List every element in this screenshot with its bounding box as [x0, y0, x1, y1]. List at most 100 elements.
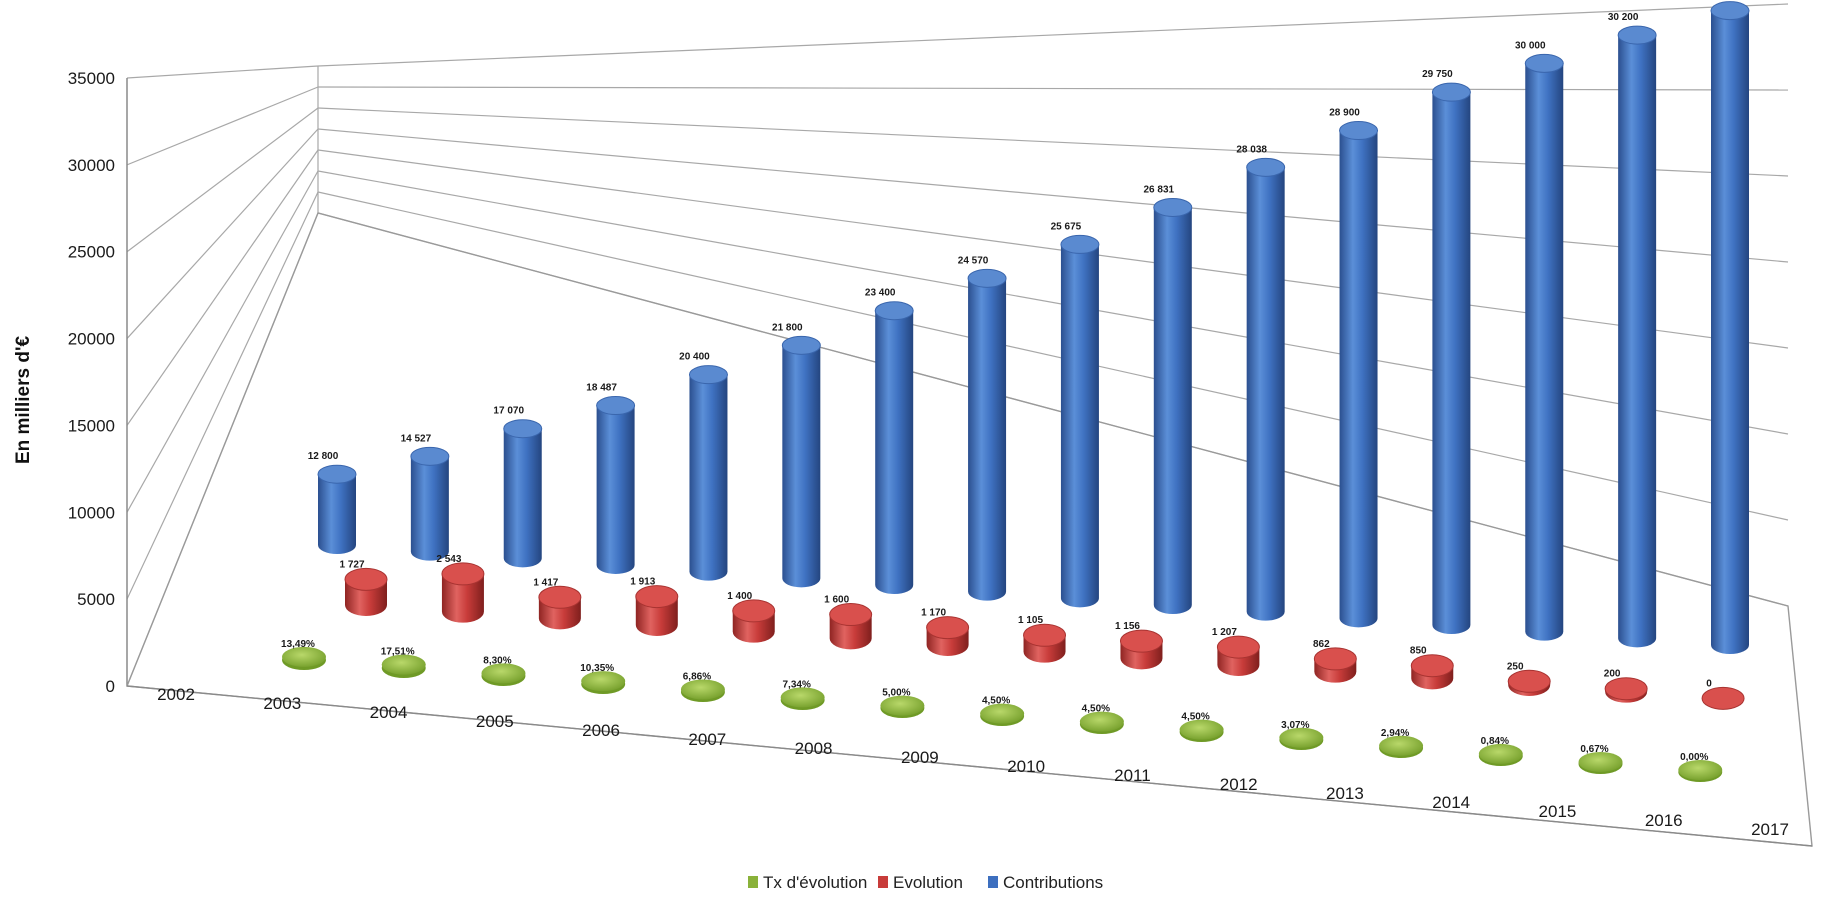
evolution-bar-2016 — [1701, 686, 1745, 710]
cylinder-top — [635, 585, 679, 609]
disc-top — [680, 679, 725, 700]
y-tick-label: 5000 — [77, 590, 115, 609]
y-tick-label: 35000 — [68, 69, 115, 88]
disc-top — [1079, 711, 1124, 732]
data-labels: 12 800 14 527 17 070 18 487 20 400 21 800 23 4… — [281, 12, 1712, 763]
contributions-label-2004: 17 070 — [493, 406, 524, 417]
disc-top — [1379, 735, 1424, 756]
contributions-bar-2016 — [1617, 25, 1657, 648]
cylinder-top — [1246, 157, 1286, 177]
contributions-bar-2005 — [596, 396, 636, 574]
y-axis-ticks: 0 5000 10000 15000 20000 25000 30000 35000 — [68, 69, 115, 696]
disc-top — [880, 695, 925, 716]
tx-evolution-disc-2003 — [381, 654, 426, 678]
contributions-label-2003: 14 527 — [401, 433, 432, 444]
contributions-bar-2012 — [1246, 157, 1286, 621]
side-gridline — [126, 149, 319, 426]
cylinder-top — [1216, 635, 1260, 659]
evolution-label-2016: 0 — [1706, 678, 1712, 689]
x-tick-label-2007: 2007 — [688, 730, 726, 749]
cylinder-body — [875, 310, 914, 594]
cylinder-body — [1618, 35, 1657, 648]
tx-evolution-label-2016: 0,00% — [1680, 752, 1708, 763]
x-tick-label-2004: 2004 — [370, 703, 408, 722]
cylinder-top — [1313, 647, 1357, 671]
side-gridline — [126, 86, 319, 166]
cylinder-top — [317, 464, 357, 484]
x-axis-ticks: 2002 2003 2004 2005 2006 2007 2008 2009 2010 2011… — [157, 685, 1789, 839]
tx-evolution-label-2003: 17,51% — [381, 647, 415, 658]
contributions-bar-2003 — [410, 446, 450, 561]
legend-item-tx-d-evolution: Tx d'évolution — [748, 873, 867, 892]
y-tick-label: 15000 — [68, 416, 115, 435]
evolution-bar-2013 — [1410, 654, 1454, 690]
cylinder-body — [318, 474, 356, 554]
contributions-label-2013: 28 900 — [1329, 108, 1360, 119]
cylinder-body — [968, 278, 1007, 601]
evolution-label-2008: 1 170 — [921, 608, 946, 619]
evolution-bar-2002 — [344, 567, 388, 616]
cylinder-top — [1023, 623, 1067, 647]
tx-evolution-label-2015: 0,67% — [1580, 744, 1608, 755]
cylinder-body — [689, 374, 728, 581]
evolution-bar-2007 — [829, 603, 873, 650]
evolution-bar-2010 — [1119, 629, 1163, 670]
cylinder-top — [344, 567, 388, 591]
side-gridline — [126, 128, 319, 339]
cylinder-top — [1119, 629, 1163, 653]
contributions-label-2010: 25 675 — [1051, 221, 1082, 232]
cylinder-top — [538, 585, 582, 609]
evolution-label-2011: 1 207 — [1212, 627, 1237, 638]
x-tick-label-2006: 2006 — [582, 721, 620, 740]
tx-evolution-label-2007: 7,34% — [782, 679, 810, 690]
x-tick-label-2002: 2002 — [157, 685, 195, 704]
legend-label: Tx d'évolution — [763, 873, 867, 892]
tx-evolution-label-2009: 4,50% — [982, 696, 1010, 707]
cylinder-body — [1339, 130, 1378, 628]
tx-evolution-label-2011: 4,50% — [1181, 712, 1209, 723]
tx-evolution-disc-2013 — [1379, 735, 1424, 758]
evolution-label-2003: 2 543 — [436, 554, 461, 565]
x-tick-label-2008: 2008 — [795, 739, 833, 758]
cylinder-body — [782, 345, 821, 588]
x-tick-label-2016: 2016 — [1645, 811, 1683, 830]
y-tick-label: 30000 — [68, 156, 115, 175]
x-tick-label-2003: 2003 — [263, 694, 301, 713]
cylinder-top — [829, 603, 873, 627]
tx-evolution-disc-2010 — [1079, 711, 1124, 734]
evolution-bar-2009 — [1023, 623, 1067, 663]
contributions-label-2009: 24 570 — [958, 255, 989, 266]
tx-evolution-disc-2011 — [1179, 719, 1224, 742]
contributions-bar-2010 — [1060, 234, 1100, 608]
tx-evolution-label-2004: 8,30% — [483, 655, 511, 666]
side-gridline — [126, 170, 319, 513]
x-tick-label-2017: 2017 — [1751, 820, 1789, 839]
evolution-label-2009: 1 105 — [1018, 615, 1043, 626]
cylinder-body — [441, 573, 484, 623]
legend-swatch — [878, 876, 888, 888]
gridline — [317, 3, 1789, 67]
contributions-label-2012: 28 038 — [1236, 144, 1267, 155]
legend-label: Evolution — [893, 873, 963, 892]
cylinder-top — [967, 268, 1007, 288]
cylinder-top — [1524, 53, 1564, 73]
tx-evolution-disc-2005 — [581, 671, 626, 694]
cylinder-body — [1711, 10, 1749, 655]
disc-top — [1478, 743, 1523, 764]
disc-top — [581, 671, 626, 692]
evolution-label-2002: 1 727 — [339, 559, 364, 570]
cylinder-top — [441, 562, 485, 586]
tx-evolution-label-2005: 10,35% — [580, 663, 614, 674]
cylinder-top — [926, 616, 970, 640]
tx-evolution-disc-2014 — [1478, 743, 1523, 766]
contributions-bar-2004 — [503, 419, 543, 568]
tx-evolution-label-2013: 2,94% — [1381, 728, 1409, 739]
evolution-bar-2006 — [732, 599, 776, 643]
x-tick-label-2011: 2011 — [1114, 766, 1151, 785]
gridline — [317, 128, 1789, 263]
evolution-bar-2011 — [1216, 635, 1260, 676]
cylinder-body — [1246, 167, 1285, 621]
contributions-label-2002: 12 800 — [308, 451, 339, 462]
evolution-label-2007: 1 600 — [824, 595, 849, 606]
contributions-bar-2014 — [1431, 82, 1471, 635]
